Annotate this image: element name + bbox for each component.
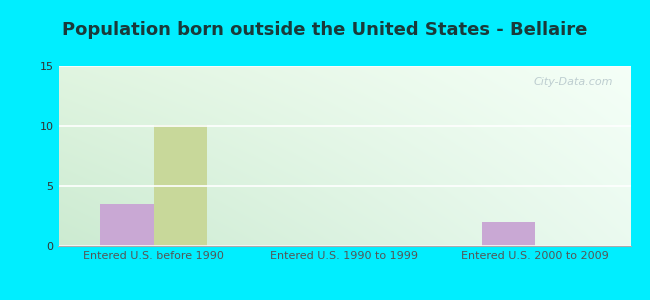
Bar: [154, 125, 207, 246]
Text: City-Data.com: City-Data.com: [534, 77, 614, 87]
Text: Population born outside the United States - Bellaire: Population born outside the United State…: [62, 21, 588, 39]
Bar: [101, 204, 154, 246]
Bar: [482, 222, 535, 246]
